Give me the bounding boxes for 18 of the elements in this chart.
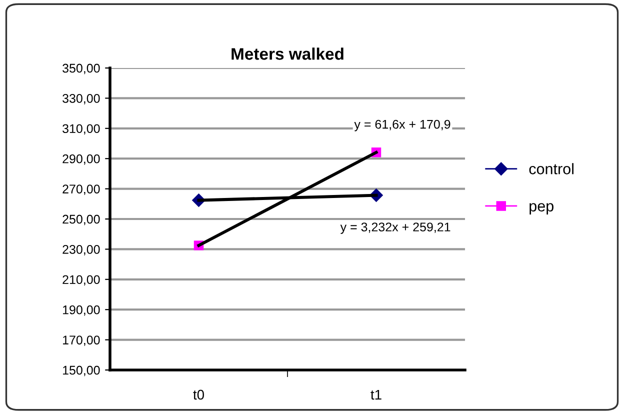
annotation: y = 3,232x + 259,21 [340,222,450,234]
chart-title: Meters walked [232,48,344,60]
y-tick-label: 210,00 [62,275,100,286]
x-tick-label: t0 [193,390,204,400]
y-tick-label: 310,00 [62,124,100,135]
annotation: y = 61,6x + 170,9 [354,120,450,132]
y-tick-label: 150,00 [63,366,100,376]
y-tick-label: 290,00 [62,154,100,165]
y-tick-label: 250,00 [62,214,100,226]
y-tick-label: 350,00 [62,64,100,74]
y-tick-label: 190,00 [63,305,100,316]
y-tick-label: 330,00 [62,94,100,104]
y-tick-label: 270,00 [62,184,100,195]
y-tick-label: 170,00 [63,336,100,346]
y-tick-label: 230,00 [62,245,100,256]
legend-label: control [529,163,574,174]
legend-label: pep [530,203,554,214]
x-tick-label: t1 [370,390,382,400]
